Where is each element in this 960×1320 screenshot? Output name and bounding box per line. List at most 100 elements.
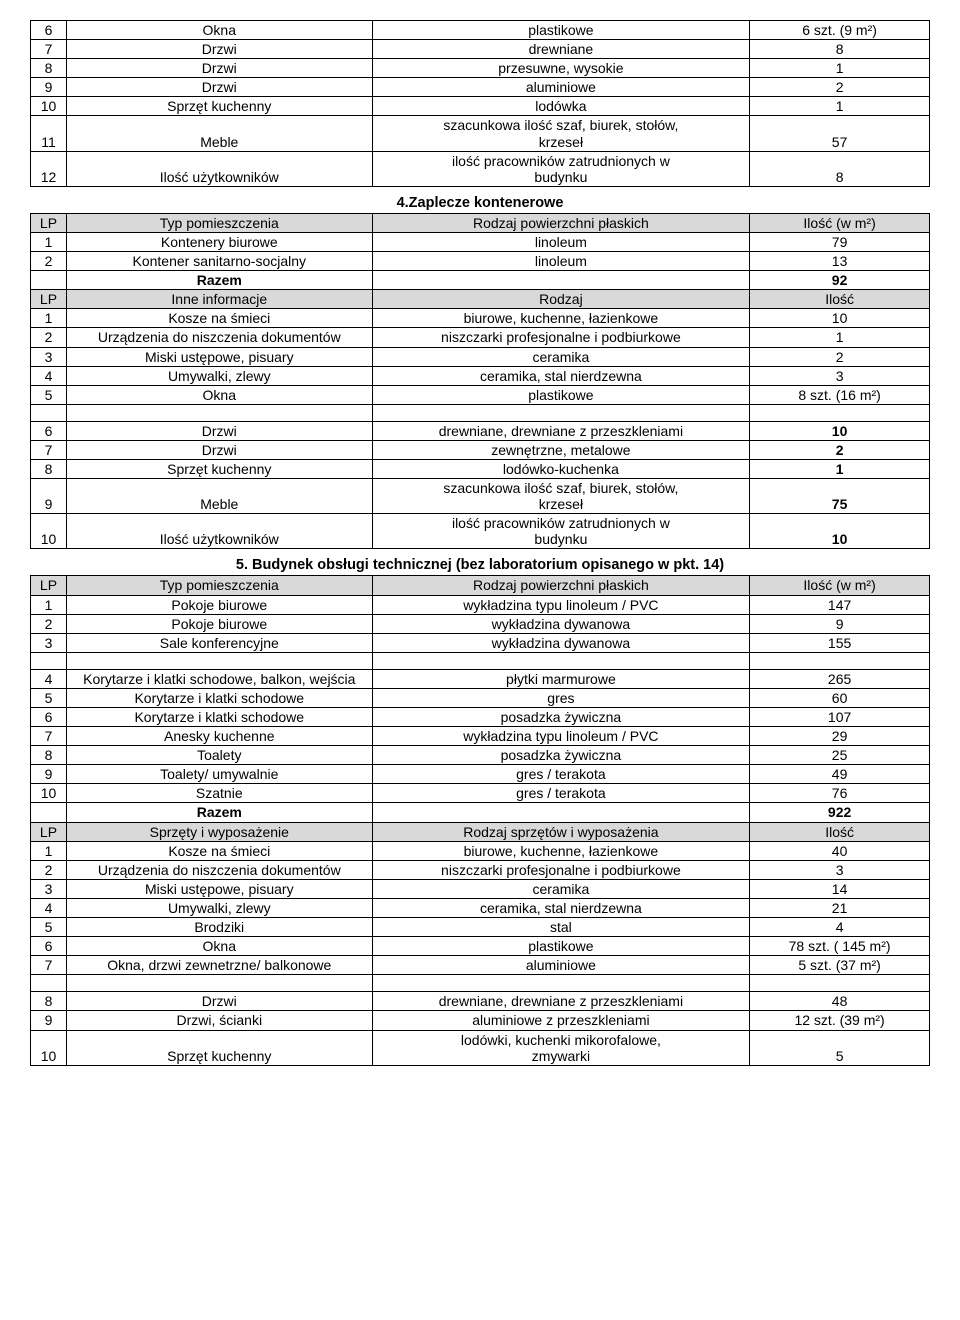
cell-ilosc: 2: [750, 78, 930, 97]
table-row: 2Pokoje biurowewykładzina dywanowa9: [31, 614, 930, 633]
cell-ilosc: 2: [750, 347, 930, 366]
cell-rodzaj: stal: [372, 918, 750, 937]
cell-lp: 10: [31, 784, 67, 803]
cell-typ: Kosze na śmieci: [66, 309, 372, 328]
cell-lp: 9: [31, 1011, 67, 1030]
cell-rodzaj: zewnętrzne, metalowe: [372, 440, 750, 459]
cell-lp: 9: [31, 479, 67, 514]
hdr-rodzaj: Rodzaj sprzętów i wyposażenia: [372, 822, 750, 841]
table-row: 12Ilość użytkownikówilość pracowników za…: [31, 151, 930, 186]
cell-rodzaj: gres / terakota: [372, 765, 750, 784]
cell-typ: Pokoje biurowe: [66, 614, 372, 633]
hdr-typ: Typ pomieszczenia: [66, 576, 372, 595]
hdr-lp: LP: [31, 822, 67, 841]
section4-table: LP Typ pomieszczenia Rodzaj powierzchni …: [30, 213, 930, 550]
cell-ilosc: 265: [750, 669, 930, 688]
cell-typ: Meble: [66, 479, 372, 514]
cell-rodzaj: gres / terakota: [372, 784, 750, 803]
cell-lp: 2: [31, 252, 67, 271]
cell-typ: Sprzęt kuchenny: [66, 97, 372, 116]
cell-typ: Drzwi: [66, 40, 372, 59]
cell-ilosc: 3: [750, 366, 930, 385]
table-row: 11Mebleszacunkowa ilość szaf, biurek, st…: [31, 116, 930, 151]
cell-typ: Drzwi: [66, 440, 372, 459]
cell-typ: Okna: [66, 21, 372, 40]
table-row: 3Sale konferencyjnewykładzina dywanowa15…: [31, 633, 930, 652]
cell-rodzaj: szacunkowa ilość szaf, biurek, stołów,kr…: [372, 116, 750, 151]
cell-rodzaj: wykładzina typu linoleum / PVC: [372, 595, 750, 614]
table-row: 10Ilość użytkownikówilość pracowników za…: [31, 514, 930, 549]
cell-typ: Drzwi, ścianki: [66, 1011, 372, 1030]
cell-rodzaj: drewniane: [372, 40, 750, 59]
cell-rodzaj: linoleum: [372, 252, 750, 271]
cell-ilosc: 10: [750, 421, 930, 440]
cell-typ: Toalety: [66, 746, 372, 765]
table-row: 9Mebleszacunkowa ilość szaf, biurek, sto…: [31, 479, 930, 514]
cell-lp: 8: [31, 992, 67, 1011]
cell-ilosc: 8: [750, 40, 930, 59]
cell-typ: Kontener sanitarno-socjalny: [66, 252, 372, 271]
hdr-ilosc: Ilość (w m²): [750, 213, 930, 232]
hdr-ilosc: Ilość: [750, 290, 930, 309]
cell-rodzaj: ceramika: [372, 879, 750, 898]
cell-lp: 6: [31, 937, 67, 956]
hdr-rodzaj: Rodzaj powierzchni płaskich: [372, 213, 750, 232]
table-row: 9Toalety/ umywalniegres / terakota49: [31, 765, 930, 784]
cell-typ: Kontenery biurowe: [66, 232, 372, 251]
cell-rodzaj: plastikowe: [372, 937, 750, 956]
table-row: 5Korytarze i klatki schodowegres60: [31, 688, 930, 707]
cell-rodzaj: ceramika: [372, 347, 750, 366]
cell-lp: 12: [31, 151, 67, 186]
cell-ilosc: 10: [750, 514, 930, 549]
table-row: 7Anesky kuchennewykładzina typu linoleum…: [31, 727, 930, 746]
cell-lp: 1: [31, 232, 67, 251]
cell-ilosc: 25: [750, 746, 930, 765]
section5-razem-row: Razem 922: [31, 803, 930, 822]
table-row: 10Szatniegres / terakota76: [31, 784, 930, 803]
cell-typ: Brodziki: [66, 918, 372, 937]
table-row: 5Oknaplastikowe8 szt. (16 m²): [31, 385, 930, 404]
cell-ilosc: 13: [750, 252, 930, 271]
cell-typ: Okna, drzwi zewnetrzne/ balkonowe: [66, 956, 372, 975]
cell-typ: Drzwi: [66, 992, 372, 1011]
cell-typ: Anesky kuchenne: [66, 727, 372, 746]
section4-header2: LP Inne informacje Rodzaj Ilość: [31, 290, 930, 309]
cell-typ: Drzwi: [66, 421, 372, 440]
cell-typ: Umywalki, zlewy: [66, 898, 372, 917]
cell-lp: 3: [31, 633, 67, 652]
section5-table: LP Typ pomieszczenia Rodzaj powierzchni …: [30, 575, 930, 1065]
cell-lp: 6: [31, 21, 67, 40]
table-row: 2Urządzenia do niszczenia dokumentównisz…: [31, 328, 930, 347]
table-row: 7Drzwizewnętrzne, metalowe2: [31, 440, 930, 459]
cell-typ: Sale konferencyjne: [66, 633, 372, 652]
cell-typ: Toalety/ umywalnie: [66, 765, 372, 784]
table-row: 1Pokoje biurowewykładzina typu linoleum …: [31, 595, 930, 614]
cell-ilosc: 78 szt. ( 145 m²): [750, 937, 930, 956]
cell-rodzaj: aluminiowe z przeszkleniami: [372, 1011, 750, 1030]
cell-lp: 8: [31, 59, 67, 78]
table-row: 4Umywalki, zlewyceramika, stal nierdzewn…: [31, 366, 930, 385]
cell-ilosc: 107: [750, 708, 930, 727]
cell-ilosc: 5: [750, 1030, 930, 1065]
cell-ilosc: 2: [750, 440, 930, 459]
cell-rodzaj: gres: [372, 688, 750, 707]
cell-rodzaj: ceramika, stal nierdzewna: [372, 366, 750, 385]
cell-lp: 11: [31, 116, 67, 151]
cell-lp: 9: [31, 765, 67, 784]
table-row: 7Okna, drzwi zewnetrzne/ balkonowealumin…: [31, 956, 930, 975]
hdr-lp: LP: [31, 290, 67, 309]
table-row: 3Miski ustępowe, pisuaryceramika14: [31, 879, 930, 898]
section5-title: 5. Budynek obsługi technicznej (bez labo…: [30, 557, 930, 573]
cell-typ: Meble: [66, 116, 372, 151]
cell-ilosc: 3: [750, 860, 930, 879]
cell-ilosc: 75: [750, 479, 930, 514]
cell-rodzaj: ceramika, stal nierdzewna: [372, 898, 750, 917]
cell-lp: 1: [31, 595, 67, 614]
cell-ilosc: 10: [750, 309, 930, 328]
cell-ilosc: 79: [750, 232, 930, 251]
cell-rodzaj: posadzka żywiczna: [372, 708, 750, 727]
cell-lp: 5: [31, 385, 67, 404]
hdr-rodzaj: Rodzaj powierzchni płaskich: [372, 576, 750, 595]
razem-label: Razem: [66, 803, 372, 822]
cell-typ: Urządzenia do niszczenia dokumentów: [66, 860, 372, 879]
